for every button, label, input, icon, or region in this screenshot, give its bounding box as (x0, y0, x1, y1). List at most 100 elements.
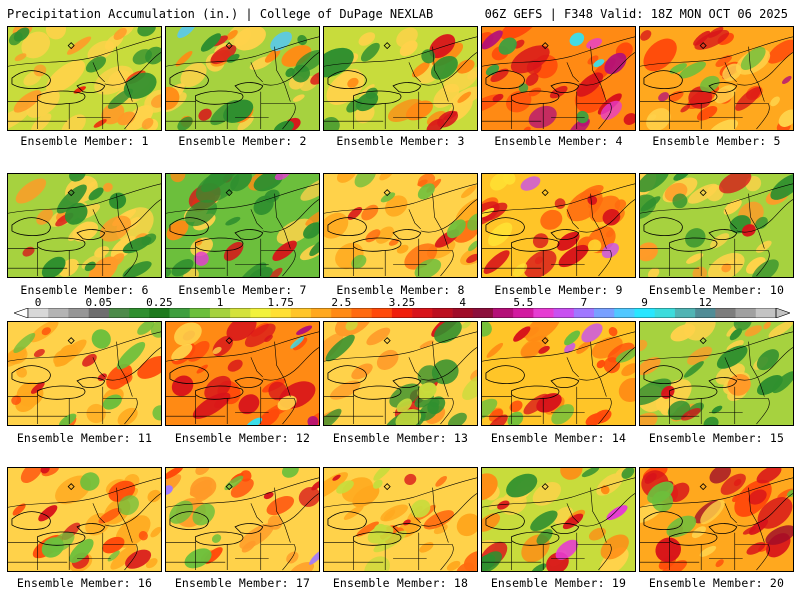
location-marker (699, 483, 707, 491)
precip-blob (720, 473, 746, 495)
colorbar-swatch (28, 308, 49, 318)
ensemble-map-11 (7, 321, 162, 426)
precip-field-2 (166, 27, 319, 130)
lake-outline (550, 82, 580, 93)
boundary-line (116, 193, 127, 232)
precip-blob (354, 174, 376, 188)
precip-blob (196, 364, 208, 374)
precip-blob (113, 27, 127, 40)
ensemble-caption-20: Ensemble Member: 20 (648, 576, 785, 590)
precip-blob (102, 536, 125, 554)
precip-blob (171, 343, 193, 361)
precip-field-14 (482, 322, 635, 425)
boundary-line (590, 341, 601, 380)
precip-blob (118, 495, 139, 516)
lake-outline (11, 511, 51, 530)
precip-blob (741, 224, 756, 237)
ensemble-map-6 (7, 173, 162, 278)
precip-blob (372, 479, 383, 489)
precip-blob (91, 329, 111, 349)
boundary-line (734, 544, 770, 571)
precip-blob (194, 251, 209, 266)
precip-blob (640, 378, 672, 406)
colorbar-swatch (351, 308, 372, 318)
precip-blob (244, 323, 276, 348)
lake-outline (37, 237, 86, 252)
colorbar-tick-label: 1 (216, 296, 224, 309)
lake-outline (643, 217, 683, 236)
ensemble-map-14 (481, 321, 636, 426)
precip-blob (687, 183, 718, 204)
boundary-line (166, 183, 319, 214)
precip-blob (437, 110, 459, 128)
precip-blob (15, 178, 47, 204)
colorbar-swatch (108, 308, 130, 318)
precip-blob (721, 263, 732, 273)
precip-blob (500, 27, 537, 40)
boundary-line (600, 230, 607, 249)
precip-blob (528, 105, 557, 129)
precip-blob (703, 416, 719, 425)
precip-blob (482, 473, 498, 501)
precip-blob (210, 44, 237, 65)
precip-blob (166, 468, 184, 480)
precip-field-4 (482, 27, 635, 130)
boundary-line (260, 250, 296, 277)
precip-blob (174, 322, 202, 346)
precip-blob (746, 256, 766, 274)
precip-blob (668, 482, 690, 502)
precip-blob (13, 27, 30, 42)
lake-outline (169, 511, 209, 530)
precip-blob (623, 113, 635, 125)
precip-blob (285, 67, 295, 78)
precip-blob (482, 513, 501, 532)
precip-blob (686, 253, 704, 264)
precip-blob (468, 240, 477, 252)
ensemble-caption-18: Ensemble Member: 18 (332, 576, 469, 590)
precip-field-3 (324, 27, 477, 130)
boundary-line (408, 357, 421, 378)
boundary-line (482, 36, 635, 67)
precip-blob (152, 405, 161, 421)
precip-blob (604, 52, 627, 75)
boundary-line (116, 487, 127, 526)
precip-blob (225, 216, 241, 226)
location-marker (383, 42, 391, 50)
precip-blob (211, 534, 222, 543)
precip-blob (576, 72, 604, 97)
boundary-line (324, 36, 477, 67)
colorbar-swatch (533, 308, 554, 318)
boundary-line (432, 46, 443, 85)
precip-blob (680, 104, 691, 113)
precip-blob (365, 229, 381, 243)
colorbar-swatch (594, 308, 615, 318)
precip-blob (715, 559, 724, 568)
precip-blob (555, 539, 578, 560)
boundary-line (724, 503, 737, 524)
precip-blob (461, 322, 471, 329)
ensemble-caption-3: Ensemble Member: 3 (336, 134, 465, 148)
precip-blob (137, 355, 161, 379)
boundary-line (102, 103, 138, 130)
lake-outline (511, 90, 560, 105)
precip-blob (125, 549, 152, 569)
location-marker (541, 189, 549, 197)
precip-blob (602, 208, 621, 226)
precip-blob (107, 550, 120, 562)
precip-blob (470, 369, 477, 382)
lake-outline (76, 377, 106, 388)
precip-blob (41, 468, 59, 477)
boundary-line (758, 83, 765, 102)
precip-blob (223, 241, 244, 261)
precip-blob (431, 359, 459, 385)
precip-blob (455, 196, 477, 229)
precip-field-9 (482, 174, 635, 277)
ensemble-caption-10: Ensemble Member: 10 (648, 283, 785, 297)
precip-blob (290, 336, 305, 349)
precip-blob (145, 558, 158, 569)
precip-field-10 (640, 174, 793, 277)
precip-blob (293, 337, 308, 351)
boundary-line (758, 524, 765, 543)
precip-blob (355, 92, 379, 112)
precip-blob (763, 322, 771, 330)
